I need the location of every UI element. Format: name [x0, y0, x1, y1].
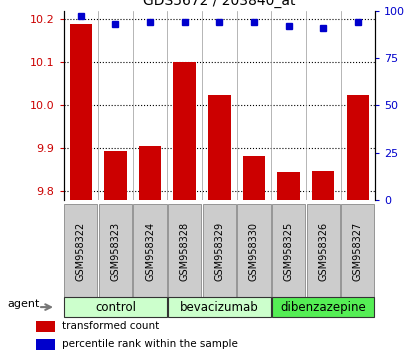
- Bar: [36, 321, 55, 332]
- Bar: [311, 171, 334, 200]
- Bar: [271, 297, 373, 317]
- Text: GSM958329: GSM958329: [214, 222, 224, 281]
- Bar: [237, 204, 270, 299]
- Text: GSM958330: GSM958330: [248, 222, 258, 281]
- Bar: [99, 204, 132, 299]
- Text: dibenzazepine: dibenzazepine: [280, 301, 365, 314]
- Bar: [70, 23, 92, 200]
- Bar: [276, 172, 299, 200]
- Text: GSM958327: GSM958327: [352, 222, 362, 281]
- Bar: [168, 297, 270, 317]
- Text: bevacizumab: bevacizumab: [180, 301, 258, 314]
- Bar: [139, 146, 161, 200]
- Text: GSM958325: GSM958325: [283, 222, 293, 281]
- Bar: [202, 204, 236, 299]
- Bar: [64, 297, 166, 317]
- Bar: [306, 204, 339, 299]
- Text: GSM958328: GSM958328: [179, 222, 189, 281]
- Bar: [271, 204, 304, 299]
- Bar: [173, 62, 196, 200]
- Text: agent: agent: [8, 299, 40, 309]
- Bar: [340, 204, 373, 299]
- Text: GSM958323: GSM958323: [110, 222, 120, 281]
- Bar: [133, 204, 166, 299]
- Text: control: control: [95, 301, 136, 314]
- Text: GSM958326: GSM958326: [317, 222, 328, 281]
- Bar: [242, 156, 265, 200]
- Text: percentile rank within the sample: percentile rank within the sample: [62, 339, 238, 349]
- Bar: [64, 204, 97, 299]
- Text: transformed count: transformed count: [62, 321, 159, 331]
- Bar: [36, 339, 55, 350]
- Bar: [104, 150, 126, 200]
- Bar: [168, 204, 201, 299]
- Bar: [346, 95, 368, 200]
- Title: GDS5672 / 203840_at: GDS5672 / 203840_at: [143, 0, 295, 8]
- Bar: [208, 95, 230, 200]
- Text: GSM958322: GSM958322: [76, 222, 85, 281]
- Text: GSM958324: GSM958324: [145, 222, 155, 281]
